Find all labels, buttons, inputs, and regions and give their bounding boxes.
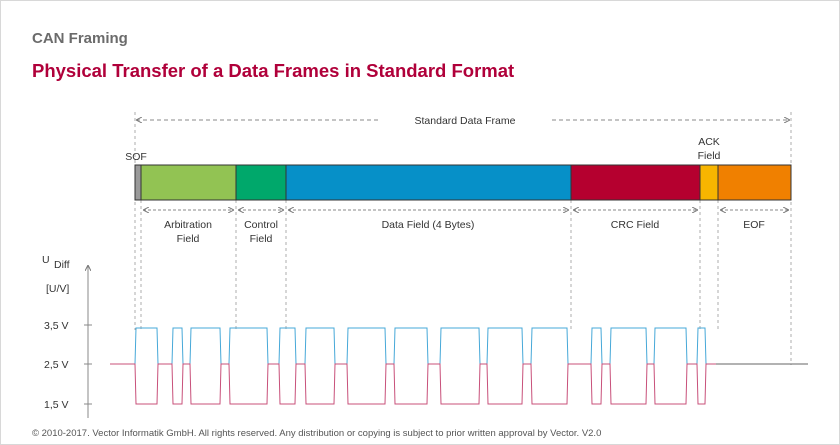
tick-1-5v: 1,5 V xyxy=(44,399,69,411)
tick-2-5v: 2,5 V xyxy=(44,359,69,371)
axis-unit: [U/V] xyxy=(46,283,69,295)
header-label: CAN Framing xyxy=(32,30,128,47)
field-guides xyxy=(134,112,792,365)
copyright-notice: © 2010-2017. Vector Informatik GmbH. All… xyxy=(32,428,602,439)
field-arbitration xyxy=(140,164,237,201)
waveform xyxy=(110,327,808,405)
diagram-title: Physical Transfer of a Data Frames in St… xyxy=(32,60,515,81)
field-bar xyxy=(134,164,792,201)
axis-label-u: U xyxy=(42,254,50,266)
label-ack-line1: ACK xyxy=(698,136,720,148)
label-control-line1: Control xyxy=(244,219,278,231)
label-arbitration-line2: Field xyxy=(177,233,200,245)
waveform-can-low xyxy=(110,363,716,405)
y-ticks xyxy=(84,324,92,405)
field-crc xyxy=(570,164,701,201)
label-eof: EOF xyxy=(743,219,765,231)
label-control-line2: Field xyxy=(250,233,273,245)
waveform-can-high xyxy=(110,327,716,365)
field-eof xyxy=(717,164,792,201)
field-data xyxy=(285,164,572,201)
label-crc: CRC Field xyxy=(611,219,660,231)
tick-3-5v: 3,5 V xyxy=(44,320,69,332)
axis-label-diff: Diff xyxy=(54,259,70,271)
label-sof: SOF xyxy=(125,151,147,163)
field-control xyxy=(235,164,287,201)
field-ack xyxy=(699,164,719,201)
field-sof xyxy=(134,164,142,201)
label-data: Data Field (4 Bytes) xyxy=(382,219,475,231)
label-ack-line2: Field xyxy=(698,150,721,162)
frame-span-label: Standard Data Frame xyxy=(415,115,516,127)
label-arbitration-line1: Arbitration xyxy=(164,219,212,231)
